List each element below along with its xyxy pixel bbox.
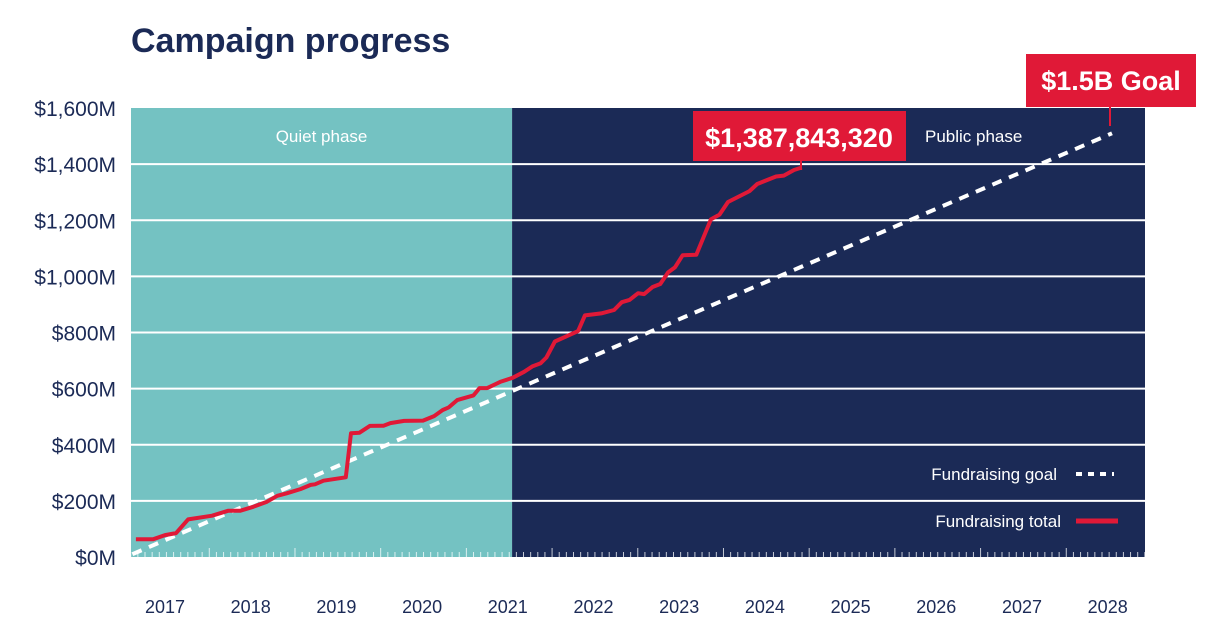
y-tick-label: $1,600M <box>34 98 116 121</box>
y-tick-label: $1,400M <box>34 154 116 177</box>
x-tick-label: 2025 <box>831 597 871 617</box>
quiet-phase-label: Quiet phase <box>276 127 368 146</box>
y-tick-label: $200M <box>52 491 116 514</box>
gridlines <box>131 163 1145 502</box>
series-lines <box>131 131 1113 557</box>
goal-line <box>131 131 1113 557</box>
y-tick-label: $400M <box>52 435 116 458</box>
x-tick-label: 2022 <box>573 597 613 617</box>
public-phase-label: Public phase <box>925 127 1022 146</box>
y-tick-label: $800M <box>52 323 116 346</box>
x-tick-label: 2020 <box>402 597 442 617</box>
goal-callout: $1.5B Goal <box>1026 54 1196 126</box>
x-tick-label: 2026 <box>916 597 956 617</box>
x-tick-label: 2023 <box>659 597 699 617</box>
x-tick-label: 2027 <box>1002 597 1042 617</box>
y-tick-label: $0M <box>75 547 116 570</box>
total-callout-text: $1,387,843,320 <box>705 123 893 153</box>
total-callout-box <box>693 111 906 161</box>
x-tick-label: 2028 <box>1088 597 1128 617</box>
x-axis-ticks <box>130 548 1146 557</box>
y-tick-label: $600M <box>52 379 116 402</box>
x-tick-label: 2017 <box>145 597 185 617</box>
y-tick-label: $1,000M <box>34 266 116 289</box>
x-tick-label: 2019 <box>316 597 356 617</box>
goal-callout-text: $1.5B Goal <box>1041 66 1181 96</box>
x-tick-label: 2018 <box>231 597 271 617</box>
total-line <box>135 165 803 542</box>
legend-goal-label: Fundraising goal <box>931 465 1057 484</box>
x-tick-label: 2021 <box>488 597 528 617</box>
chart-title: Campaign progress <box>131 22 450 60</box>
x-axis-labels: 2017 2018 2019 2020 2021 2022 2023 2024 2025 2026… <box>145 597 1128 617</box>
y-tick-label: $1,200M <box>34 210 116 233</box>
x-tick-label: 2024 <box>745 597 785 617</box>
total-callout: $1,387,843,320 <box>693 111 906 170</box>
goal-callout-box <box>1026 54 1196 107</box>
legend-total-label: Fundraising total <box>935 512 1061 531</box>
y-axis-labels: $0M $200M $400M $600M $800M $1,000M $1,200M $1,… <box>34 98 116 570</box>
legend: Fundraising goal Fundraising total <box>931 465 1118 531</box>
